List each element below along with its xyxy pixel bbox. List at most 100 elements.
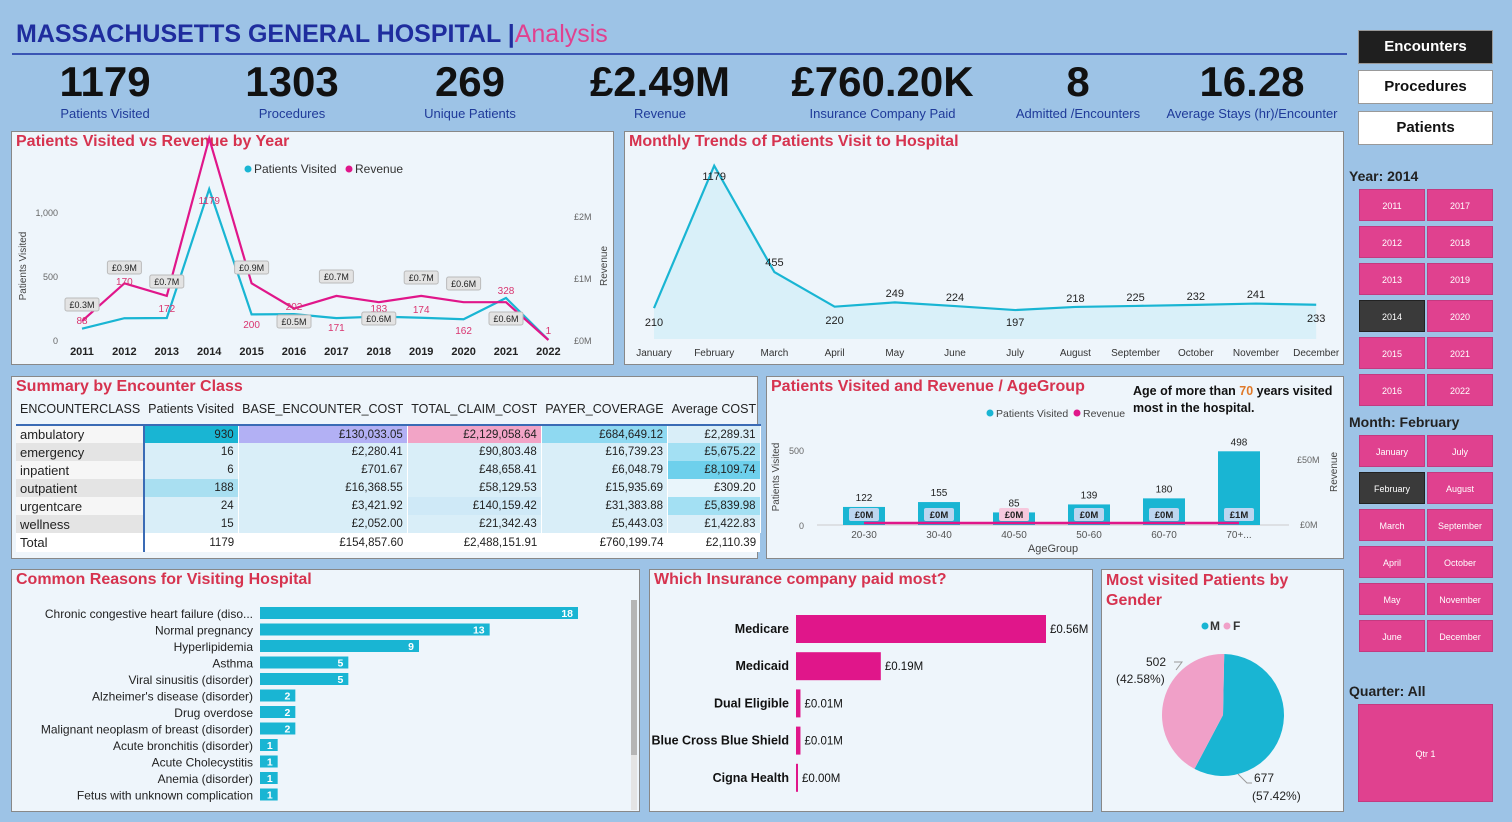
y2-tick-0: £0M (574, 336, 592, 346)
y2-tick-2: £2M (574, 212, 592, 222)
revenue-data-label: £0.9M (112, 263, 137, 273)
table-row[interactable]: ambulatory 930 £130,033.05 £2,129,058.64 £68… (16, 425, 761, 443)
insurance-value: £0.56M (1050, 624, 1088, 636)
revenue-label-box (276, 314, 312, 329)
year-tile-2017[interactable]: 2017 (1427, 189, 1493, 221)
leader-line-m (1237, 773, 1252, 784)
reason-value: 2 (284, 691, 290, 703)
monthly-chart: 210 1179 455 220 249 224 197 218 225 232 241 233 Jan… (636, 163, 1340, 359)
reason-bar (260, 656, 349, 669)
yearly-data-label: 170 (116, 277, 133, 288)
cell-cls: ambulatory (16, 425, 146, 443)
cell-avg: £8,109.74 (667, 461, 761, 479)
yearly-chart-panel: Patients Visited vs Revenue by Year Pati… (11, 131, 614, 365)
table-row[interactable]: urgentcare 24 £3,421.92 £140,159.42 £31,383.… (16, 497, 761, 515)
revenue-data-label: £0.6M (493, 314, 518, 324)
year-tile-2020[interactable]: 2020 (1427, 300, 1493, 332)
month-tile-july[interactable]: July (1427, 435, 1493, 467)
x-tick-label: 2017 (324, 346, 348, 358)
month-tick-label: November (1233, 348, 1280, 359)
year-tile-2013[interactable]: 2013 (1359, 263, 1425, 295)
insurance-panel: Which Insurance company paid most? Medic… (649, 569, 1093, 812)
year-tile-2011[interactable]: 2011 (1359, 189, 1425, 221)
year-tile-2016[interactable]: 2016 (1359, 374, 1425, 406)
reason-value: 1 (267, 790, 273, 802)
cell-cls: inpatient (16, 461, 146, 479)
age-tick-label: 30-40 (926, 530, 952, 541)
month-tile-november[interactable]: November (1427, 583, 1493, 615)
age-tick-label: 70+... (1226, 530, 1251, 541)
month-tile-march[interactable]: March (1359, 509, 1425, 541)
month-tile-october[interactable]: October (1427, 546, 1493, 578)
scrollbar-thumb[interactable] (631, 600, 637, 755)
column-header-average-cost[interactable]: Average COST (667, 399, 761, 426)
gender-panel: Most visited Patients by Gender M F 677 (… (1101, 569, 1344, 812)
table-row[interactable]: wellness 15 £2,052.00 £21,342.43 £5,443.03 £1… (16, 515, 761, 533)
column-header-total-claim-cost[interactable]: TOTAL_CLAIM_COST (407, 399, 542, 426)
yearly-data-label: 202 (286, 302, 303, 313)
yearly-data-label: 1179 (198, 196, 220, 207)
quarter-tile[interactable]: Qtr 1 (1358, 704, 1493, 802)
reason-value: 5 (337, 674, 343, 686)
table-row[interactable]: outpatient 188 £16,368.55 £58,129.53 £15,935… (16, 479, 761, 497)
age-revenue-label: £0M (930, 510, 949, 521)
reason-label: Acute Cholecystitis (152, 756, 253, 770)
month-tile-december[interactable]: December (1427, 620, 1493, 652)
year-tile-2015[interactable]: 2015 (1359, 337, 1425, 369)
cell-avg: £5,675.22 (667, 443, 761, 461)
total-cell-cls: Total (16, 533, 146, 552)
table-row[interactable]: inpatient 6 £701.67 £48,658.41 £6,048.79 £8,1… (16, 461, 761, 479)
column-header-encounterclass[interactable]: ENCOUNTERCLASS (16, 399, 145, 426)
encounters-button[interactable]: Encounters (1358, 30, 1493, 64)
yearly-data-label: 183 (370, 304, 387, 315)
age-revenue-label: £0M (855, 510, 874, 521)
reason-value: 1 (267, 740, 273, 752)
month-tile-june[interactable]: June (1359, 620, 1425, 652)
patients-button[interactable]: Patients (1358, 111, 1493, 145)
monthly-area (654, 165, 1317, 339)
insurance-label: Medicare (735, 622, 789, 636)
legend-m-dot (1201, 622, 1209, 630)
age-tick-label: 40-50 (1001, 530, 1027, 541)
reason-value: 18 (561, 608, 573, 620)
month-tile-september[interactable]: September (1427, 509, 1493, 541)
legend-revenue-dot (1073, 409, 1081, 417)
revenue-data-label: £0.5M (281, 317, 306, 327)
insurance-bar (796, 689, 801, 718)
year-tile-2018[interactable]: 2018 (1427, 226, 1493, 258)
age-revenue-label: £0M (1080, 510, 1099, 521)
year-tile-2014[interactable]: 2014 (1359, 300, 1425, 332)
pie-label-f-count: 502 (1146, 655, 1166, 669)
cell-cls: outpatient (16, 479, 146, 497)
y-axis-title: Patients Visited (18, 232, 29, 301)
month-tile-february[interactable]: February (1359, 472, 1425, 504)
cell-claim: £48,658.41 (407, 461, 542, 479)
reason-value: 13 (473, 625, 485, 637)
x-tick-label: 2020 (451, 346, 475, 358)
column-header-base-encounter-cost[interactable]: BASE_ENCOUNTER_COST (238, 399, 408, 426)
cell-cls: emergency (16, 443, 146, 461)
insurance-title: Which Insurance company paid most? (654, 571, 947, 588)
reason-bar (260, 640, 419, 652)
y2-tick-1: £1M (574, 274, 592, 284)
y-tick-1000: 1,000 (35, 208, 58, 218)
age-revenue-label: £0M (1005, 510, 1024, 521)
year-tile-2012[interactable]: 2012 (1359, 226, 1425, 258)
age-insight-text: Age of more than 70 years visited most i… (1133, 384, 1333, 415)
x-tick-label: 2016 (282, 346, 306, 358)
x-tick-label: 2015 (239, 346, 263, 358)
kpi-insurance-paid: £760.20K Insurance Company Paid (791, 58, 974, 121)
year-tile-2019[interactable]: 2019 (1427, 263, 1493, 295)
year-tile-2021[interactable]: 2021 (1427, 337, 1493, 369)
year-tile-2022[interactable]: 2022 (1427, 374, 1493, 406)
month-tile-april[interactable]: April (1359, 546, 1425, 578)
column-header-payer-coverage[interactable]: PAYER_COVERAGE (541, 399, 668, 426)
reason-bar (260, 673, 349, 685)
month-tile-january[interactable]: January (1359, 435, 1425, 467)
table-row[interactable]: emergency 16 £2,280.41 £90,803.48 £16,739.23… (16, 443, 761, 461)
month-tile-may[interactable]: May (1359, 583, 1425, 615)
procedures-button[interactable]: Procedures (1358, 70, 1493, 104)
column-header-patients-visited[interactable]: Patients Visited (144, 399, 239, 426)
gender-title: Most visited Patients by Gender (1106, 572, 1289, 609)
month-tile-august[interactable]: August (1427, 472, 1493, 504)
